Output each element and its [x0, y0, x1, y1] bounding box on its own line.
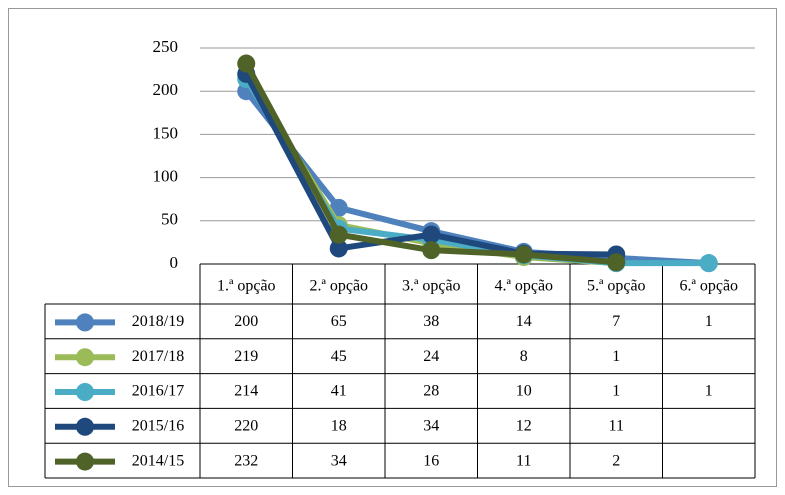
- legend-key-marker: [76, 383, 94, 401]
- legend-key-marker: [76, 348, 94, 367]
- y-tick-label: 50: [161, 210, 178, 229]
- data-point: [422, 225, 441, 244]
- table-value: 1: [612, 348, 620, 365]
- table-value: 41: [331, 383, 347, 400]
- table-value: 1: [705, 383, 713, 400]
- table-value: 34: [331, 452, 347, 469]
- data-point: [329, 225, 348, 244]
- legend-label: 2016/17: [132, 383, 184, 400]
- table-value: 7: [612, 313, 620, 330]
- data-point: [329, 239, 348, 258]
- table-value: 1: [612, 383, 620, 400]
- legend-key-marker: [76, 452, 94, 471]
- table-value: 24: [423, 348, 439, 365]
- x-tick-label: 4.ª opção: [494, 278, 553, 295]
- legend-key-marker: [76, 313, 94, 332]
- legend-label: 2018/19: [132, 313, 184, 330]
- x-tick-label: 6.ª opção: [679, 278, 738, 295]
- table-value: 220: [234, 417, 258, 434]
- table-value: 65: [331, 313, 347, 330]
- table-value: 38: [423, 313, 439, 330]
- x-tick-label: 2.ª opção: [309, 278, 368, 295]
- data-point: [514, 245, 533, 264]
- table-value: 1: [705, 313, 713, 330]
- x-tick-label: 5.ª opção: [587, 278, 646, 295]
- y-tick-label: 100: [153, 167, 179, 186]
- table-value: 28: [423, 383, 439, 400]
- table-value: 45: [331, 348, 347, 365]
- table-value: 18: [331, 417, 347, 434]
- data-point: [699, 254, 718, 273]
- table-value: 11: [609, 417, 624, 434]
- table-value: 12: [516, 417, 532, 434]
- y-tick-label: 0: [170, 253, 179, 272]
- table-value: 11: [516, 452, 531, 469]
- y-tick-label: 150: [153, 123, 179, 142]
- data-point: [607, 253, 626, 272]
- legend-label: 2014/15: [132, 452, 184, 469]
- table-value: 214: [234, 383, 258, 400]
- table-value: 34: [423, 417, 439, 434]
- table-value: 8: [520, 348, 528, 365]
- table-value: 2: [612, 452, 620, 469]
- table-value: 232: [234, 452, 258, 469]
- legend-label: 2015/16: [132, 417, 184, 434]
- y-tick-label: 250: [153, 37, 179, 56]
- x-tick-label: 3.ª opção: [402, 278, 461, 295]
- x-tick-label: 1.ª opção: [217, 278, 276, 295]
- chart-frame: [8, 8, 777, 487]
- table-value: 14: [516, 313, 532, 330]
- table-value: 16: [423, 452, 439, 469]
- legend-label: 2017/18: [132, 348, 184, 365]
- y-tick-label: 200: [153, 80, 179, 99]
- table-value: 200: [234, 313, 258, 330]
- table-value: 219: [234, 348, 258, 365]
- table-value: 10: [516, 383, 532, 400]
- data-point: [422, 241, 441, 260]
- data-point: [237, 54, 256, 73]
- legend-key-marker: [76, 417, 94, 436]
